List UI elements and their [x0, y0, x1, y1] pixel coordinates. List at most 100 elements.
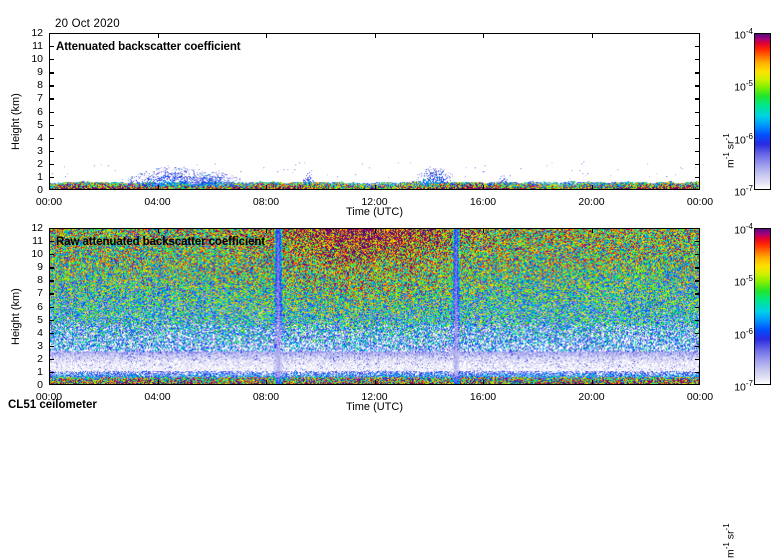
x-tick-mark: [266, 33, 268, 38]
date-stamp: 20 Oct 2020: [55, 18, 120, 30]
x-tick-label: 12:00: [361, 196, 388, 208]
instrument-label: CL51 ceilometer: [8, 399, 97, 411]
colorbar-attenuated: m-1 sr-1 10-4 10-5 10-6 10-7: [718, 27, 780, 199]
y-tick-mark: [49, 150, 54, 153]
x-tick-mark: [591, 380, 593, 385]
colorbar-tick-label: 10-6: [734, 131, 753, 147]
x-tick-mark: [591, 33, 593, 38]
panel-attenuated-heatmap: [50, 34, 699, 189]
colorbar-tick-label: 10-5: [734, 79, 753, 94]
y-tick-mark: [49, 280, 54, 282]
y-tick-label: 7: [37, 92, 43, 105]
y-tick-mark: [49, 241, 54, 243]
x-tick-label: 16:00: [469, 391, 497, 403]
x-tick-mark: [591, 185, 593, 190]
y-tick-mark: [695, 332, 700, 334]
y-tick-mark: [695, 72, 700, 74]
y-tick-mark: [49, 371, 54, 374]
x-tick-mark: [374, 228, 376, 233]
panel-raw-x-axis: 00:00 04:00 08:00 12:00 16:00 20:00 00:00: [0, 388, 780, 403]
x-tick-mark: [157, 33, 159, 38]
colorbar-tick-label: 10-4: [734, 27, 753, 42]
x-tick-mark: [483, 228, 485, 233]
x-tick-mark: [266, 380, 268, 385]
x-tick-label: 16:00: [469, 196, 497, 208]
y-tick-label: 6: [37, 300, 43, 313]
x-tick-label: 12:00: [361, 391, 388, 403]
y-tick-mark: [695, 150, 700, 153]
y-tick-label: 5: [37, 118, 43, 131]
y-tick-label: 10: [31, 53, 43, 66]
y-tick-label: 2: [37, 157, 43, 170]
x-tick-mark: [374, 33, 376, 38]
y-tick-mark: [695, 293, 700, 295]
x-tick-mark: [157, 380, 159, 385]
x-tick-label: 04:00: [144, 391, 171, 403]
x-tick-mark: [266, 228, 268, 233]
y-tick-mark: [695, 46, 700, 48]
colorbar-unit-label: m-1 sr-1: [722, 523, 737, 558]
y-tick-mark: [695, 137, 700, 139]
y-tick-mark: [695, 176, 700, 179]
y-tick-mark: [695, 345, 700, 348]
y-tick-mark: [695, 280, 700, 282]
y-tick-mark: [695, 267, 700, 269]
panel-raw-plot: [49, 228, 700, 385]
y-tick-label: 11: [32, 40, 43, 53]
y-tick-label: 0: [37, 184, 43, 196]
y-tick-mark: [49, 111, 54, 113]
y-tick-mark: [695, 254, 700, 256]
y-tick-mark: [49, 306, 54, 308]
y-tick-label: 1: [37, 365, 43, 378]
y-tick-label: 11: [32, 235, 43, 248]
y-tick-mark: [695, 59, 700, 61]
y-tick-label: 9: [37, 261, 43, 274]
y-tick-mark: [49, 176, 54, 179]
x-tick-mark: [591, 228, 593, 233]
y-tick-mark: [695, 85, 700, 87]
colorbar-gradient: [754, 228, 771, 385]
y-tick-mark: [49, 267, 54, 269]
panel-attenuated-plot: [49, 33, 700, 190]
x-tick-label: 20:00: [578, 196, 605, 208]
y-tick-mark: [49, 59, 54, 61]
y-tick-label: 8: [37, 274, 43, 287]
y-tick-mark: [49, 98, 54, 100]
y-tick-mark: [49, 319, 54, 321]
colorbar-tick-label: 10-7: [734, 379, 753, 394]
x-tick-label: 08:00: [252, 391, 280, 403]
panel-attenuated-x-label: Time (UTC): [345, 206, 404, 218]
panel-raw-y-label: Height (km): [10, 288, 22, 345]
panel-attenuated-y-axis: 0 1 2 3 4 5 6 7 8 9 10 11 12: [21, 28, 43, 196]
x-tick-mark: [483, 185, 485, 190]
y-tick-mark: [695, 163, 700, 166]
x-tick-label: 00:00: [686, 196, 714, 208]
x-tick-mark: [157, 185, 159, 190]
y-tick-mark: [695, 319, 700, 321]
y-tick-label: 0: [37, 379, 43, 391]
x-tick-label: 00:00: [686, 391, 714, 403]
y-tick-mark: [695, 111, 700, 113]
y-tick-label: 7: [37, 287, 43, 300]
y-tick-mark: [49, 46, 54, 48]
y-tick-mark: [695, 358, 700, 361]
y-tick-mark: [49, 293, 54, 295]
x-tick-label: 20:00: [578, 391, 605, 403]
y-tick-label: 1: [37, 170, 43, 183]
y-tick-mark: [49, 332, 54, 334]
y-tick-mark: [49, 72, 54, 74]
x-tick-label: 04:00: [144, 196, 171, 208]
y-tick-label: 12: [31, 27, 43, 39]
y-tick-mark: [695, 241, 700, 243]
panel-raw-x-label: Time (UTC): [345, 401, 404, 413]
colorbar-tick-label: 10-7: [734, 184, 753, 199]
y-tick-label: 9: [37, 66, 43, 79]
x-tick-mark: [157, 228, 159, 233]
y-tick-label: 4: [37, 131, 43, 144]
y-tick-mark: [695, 371, 700, 374]
y-tick-mark: [49, 254, 54, 256]
panel-raw-title: Raw attenuated backscatter coefficient: [56, 236, 266, 248]
y-tick-label: 12: [31, 222, 43, 234]
x-tick-mark: [483, 380, 485, 385]
panel-raw-heatmap: [50, 229, 699, 384]
